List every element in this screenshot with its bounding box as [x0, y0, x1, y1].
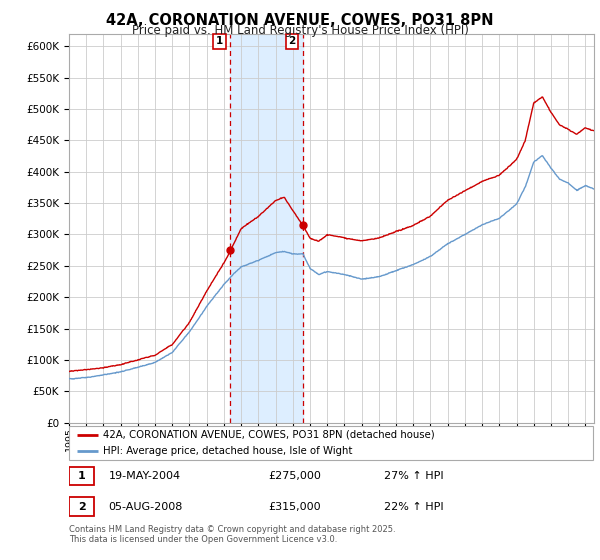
- FancyBboxPatch shape: [69, 497, 94, 516]
- Text: 2: 2: [288, 36, 295, 46]
- Text: 42A, CORONATION AVENUE, COWES, PO31 8PN (detached house): 42A, CORONATION AVENUE, COWES, PO31 8PN …: [103, 430, 435, 440]
- Text: 1: 1: [78, 471, 85, 481]
- Bar: [230, 34, 303, 423]
- Text: 2: 2: [78, 502, 85, 512]
- Text: HPI: Average price, detached house, Isle of Wight: HPI: Average price, detached house, Isle…: [103, 446, 353, 456]
- Text: Contains HM Land Registry data © Crown copyright and database right 2025.
This d: Contains HM Land Registry data © Crown c…: [69, 525, 395, 544]
- Text: £275,000: £275,000: [269, 471, 322, 481]
- Text: 42A, CORONATION AVENUE, COWES, PO31 8PN: 42A, CORONATION AVENUE, COWES, PO31 8PN: [106, 13, 494, 28]
- Text: 19-MAY-2004: 19-MAY-2004: [109, 471, 181, 481]
- Text: 05-AUG-2008: 05-AUG-2008: [109, 502, 183, 512]
- FancyBboxPatch shape: [69, 426, 593, 460]
- FancyBboxPatch shape: [69, 466, 94, 486]
- Text: Price paid vs. HM Land Registry's House Price Index (HPI): Price paid vs. HM Land Registry's House …: [131, 24, 469, 37]
- Text: 27% ↑ HPI: 27% ↑ HPI: [384, 471, 443, 481]
- Text: £315,000: £315,000: [269, 502, 321, 512]
- Text: 22% ↑ HPI: 22% ↑ HPI: [384, 502, 443, 512]
- Text: 1: 1: [216, 36, 223, 46]
